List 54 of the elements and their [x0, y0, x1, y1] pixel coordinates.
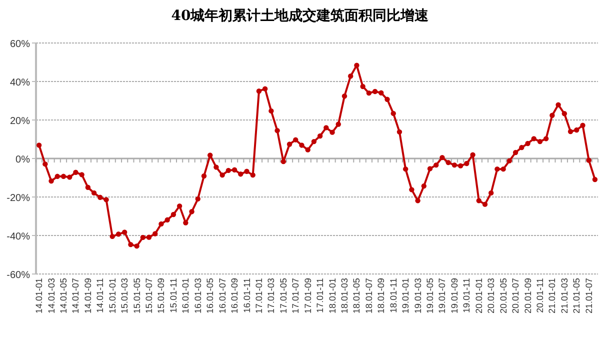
x-tick-label: 20.01-01 — [474, 278, 484, 314]
x-tick-label: 14.01-01 — [34, 278, 44, 314]
x-tick-label: 19.01-11 — [462, 278, 472, 313]
y-tick-label: -60% — [6, 270, 30, 281]
x-tick-label: 19.01-05 — [425, 278, 436, 314]
y-tick-label: 60% — [10, 39, 30, 50]
x-tick-label: 18.01-09 — [376, 278, 386, 314]
x-tick-label: 18.01-07 — [364, 278, 374, 314]
x-tick-label: 20.01-03 — [486, 278, 496, 314]
x-tick-label: 17.01-05 — [278, 278, 288, 314]
x-tick-label: 15.01-01 — [107, 278, 118, 314]
x-tick-label: 15.01-09 — [156, 278, 166, 314]
x-tick-label: 20.01-09 — [522, 278, 533, 314]
y-tick-label: -40% — [6, 232, 30, 242]
x-tick-label: 16.01-09 — [230, 278, 240, 314]
y-tick-label: 40% — [10, 78, 30, 88]
x-tick-label: 18.01-11 — [388, 278, 398, 313]
x-tick-label: 20.01-07 — [510, 278, 521, 314]
x-tick-label: 17.01-03 — [266, 278, 276, 314]
x-tick-label: 14.01-05 — [58, 278, 68, 314]
x-tick-label: 19.01-03 — [412, 278, 423, 314]
x-tick-label: 16.01-07 — [217, 278, 228, 314]
x-tick-label: 21.01-01 — [547, 278, 558, 314]
x-tick-label: 14.01-07 — [70, 278, 81, 314]
x-tick-label: 18.01-05 — [352, 278, 362, 314]
x-tick-label: 18.01-01 — [327, 278, 338, 314]
x-tick-label: 17.01-09 — [302, 278, 313, 314]
x-tick-label: 18.01-03 — [339, 278, 350, 314]
x-tick-label: 17.01-07 — [290, 278, 301, 314]
x-tick-label: 21.01-07 — [584, 278, 594, 314]
chart-title: 40城年初累计土地成交建筑面积同比增速 — [171, 7, 430, 24]
y-tick-label: 20% — [10, 116, 30, 127]
x-tick-label: 15.01-03 — [120, 278, 130, 314]
y-tick-label: -20% — [6, 193, 30, 204]
x-tick-label: 21.01-05 — [572, 278, 582, 314]
x-tick-label: 16.01-01 — [180, 278, 191, 314]
x-tick-label: 17.01-01 — [254, 278, 264, 314]
x-tick-label: 15.01-05 — [132, 278, 142, 314]
x-tick-label: 16.01-03 — [192, 278, 203, 314]
x-tick-label: 14.01-09 — [82, 278, 93, 314]
x-tick-label: 16.01-05 — [205, 278, 216, 314]
x-tick-label: 17.01-11 — [315, 278, 326, 313]
x-tick-label: 15.01-11 — [168, 278, 178, 313]
x-tick-label: 21.01-03 — [559, 278, 570, 314]
x-tick-label: 19.01-09 — [449, 278, 460, 314]
x-tick-label: 19.01-01 — [400, 278, 411, 314]
x-tick-label: 16.01-11 — [242, 278, 252, 313]
x-tick-label: 15.01-07 — [144, 278, 154, 314]
x-tick-label: 20.01-05 — [498, 278, 508, 314]
x-tick-label: 14.01-11 — [95, 278, 106, 313]
x-tick-label: 19.01-07 — [437, 278, 448, 314]
y-tick-label: 0% — [16, 154, 30, 166]
x-tick-label: 14.01-03 — [46, 278, 56, 314]
x-tick-label: 20.01-11 — [534, 278, 545, 313]
